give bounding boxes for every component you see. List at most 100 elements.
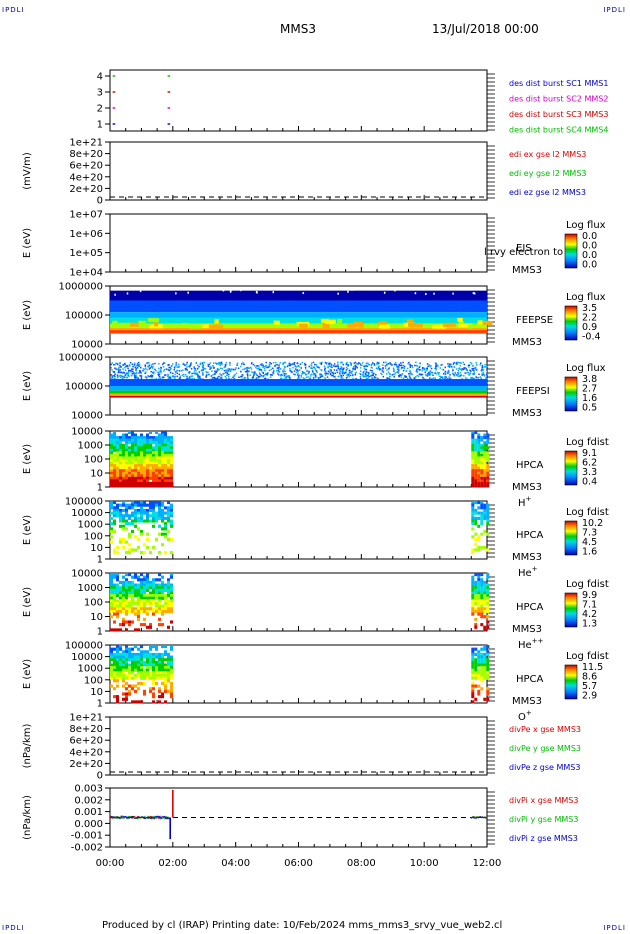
- spectrogram-point: [123, 372, 126, 374]
- spectrogram-point: [397, 365, 399, 368]
- spectrogram-cell: [474, 674, 478, 678]
- spectrogram-cell: [137, 687, 140, 691]
- spectrogram-cell: [486, 658, 490, 662]
- spectrogram-cell: [471, 548, 475, 552]
- spectrogram-cell: [480, 604, 484, 608]
- spectrogram-cell: [122, 537, 125, 542]
- spectrogram-point: [381, 370, 384, 372]
- y-tick-label: 1000: [78, 664, 103, 675]
- spectrogram-cell: [474, 580, 478, 585]
- spectrogram-cell: [146, 594, 149, 598]
- spectrogram-point: [367, 362, 369, 364]
- spectrogram-cell: [140, 508, 143, 513]
- spectrogram-point: [235, 367, 237, 369]
- spectrogram-point: [448, 364, 450, 367]
- spectrogram-cell: [128, 607, 131, 611]
- spectrogram-cell: [158, 514, 161, 518]
- spectrogram-point: [157, 371, 159, 374]
- spectrogram-point: [321, 361, 323, 364]
- spectrogram-cell: [128, 668, 131, 672]
- spectrogram-point: [385, 361, 387, 364]
- spectrogram-cell: [146, 453, 149, 457]
- spectrogram-point: [366, 374, 369, 377]
- spectrogram-point: [232, 375, 235, 378]
- spectrogram-point: [216, 370, 218, 373]
- spectrogram-point: [428, 373, 431, 375]
- spectrogram-cell: [161, 501, 164, 505]
- spectrogram-cell: [471, 443, 475, 447]
- spectrogram-point: [452, 368, 454, 371]
- colorbar-title: Log fdist: [566, 507, 609, 518]
- colorbar-tick-label: 1.6: [582, 393, 597, 404]
- spectrogram-cell: [110, 516, 113, 520]
- spectrogram-point: [131, 363, 134, 366]
- spectrogram-point: [327, 370, 330, 373]
- spectrogram-cell: [128, 692, 131, 696]
- spectrogram-cell: [143, 692, 146, 696]
- spectrogram-cell: [486, 471, 490, 475]
- spectrogram-cell: [480, 660, 484, 664]
- spectrogram-point: [227, 373, 230, 376]
- spectrogram-cell: [483, 506, 487, 510]
- spectrogram-cell: [471, 431, 475, 435]
- spectrogram-point: [447, 365, 449, 368]
- spectrogram-cell: [122, 580, 125, 585]
- spectrogram-point: [355, 378, 357, 380]
- spectrogram-cell: [480, 658, 484, 662]
- spectrogram-cell: [474, 602, 478, 606]
- spectrogram-point: [246, 370, 248, 372]
- spectrogram-cell: [122, 540, 125, 544]
- spectrogram-cell: [155, 474, 158, 478]
- spectrogram-point: [110, 363, 112, 366]
- spectrogram-point: [207, 363, 209, 366]
- spectrogram-point: [434, 367, 436, 370]
- spectrogram-point: [279, 367, 281, 370]
- spectrogram-cell: [474, 660, 478, 664]
- spectrogram-point: [124, 366, 126, 369]
- spectrogram-cell: [113, 671, 116, 675]
- spectrogram-cell: [146, 660, 149, 664]
- spectrogram-point: [375, 367, 378, 370]
- spectrogram-point: [295, 366, 297, 368]
- spectrogram-cell: [137, 527, 140, 531]
- spectrogram-cell: [164, 658, 167, 662]
- spectrogram-point: [151, 375, 153, 378]
- spectrogram-cell: [146, 441, 149, 445]
- spectrogram-cell: [164, 583, 167, 587]
- spectrogram-cell: [474, 474, 478, 478]
- spectrogram-cell: [471, 599, 475, 603]
- spectrogram-cell: [113, 446, 116, 450]
- spectrogram-point: [276, 366, 279, 369]
- spectrogram-cell: [140, 433, 143, 437]
- spectrogram-cell: [128, 436, 131, 440]
- spectrogram-point: [400, 362, 402, 364]
- spectrogram-cell: [122, 508, 125, 513]
- spectrogram-cell: [140, 456, 143, 460]
- spectrogram-cell: [474, 594, 478, 598]
- spectrogram-cell: [113, 594, 116, 598]
- spectrogram-cell: [167, 506, 170, 510]
- spectrogram-cell: [143, 511, 146, 515]
- spectrogram-cell: [134, 479, 137, 483]
- spectrogram-cell: [149, 501, 152, 505]
- spectrogram-cell: [137, 453, 140, 457]
- spectrogram-cell: [158, 446, 161, 450]
- spectrogram-cell: [119, 503, 122, 507]
- spectrogram-point: [274, 365, 276, 367]
- spectrogram-cell: [480, 663, 484, 667]
- spectrogram-point: [219, 372, 221, 375]
- spectrogram-cell: [146, 655, 149, 659]
- spectrogram-point: [263, 367, 266, 370]
- spectrogram-cell: [113, 464, 116, 468]
- spectrogram-point: [264, 377, 267, 380]
- y-tick-label: 8e+20: [69, 724, 103, 735]
- spectrogram-cell: [143, 583, 146, 587]
- colorbar-title: Log flux: [566, 220, 606, 231]
- spectrogram-patch: [320, 318, 329, 323]
- spectrogram-cell: [116, 586, 119, 590]
- spectrogram-point: [199, 363, 202, 366]
- spectrogram-cell: [134, 689, 137, 693]
- spectrogram-cell: [155, 647, 158, 651]
- spectrogram-cell: [161, 583, 164, 587]
